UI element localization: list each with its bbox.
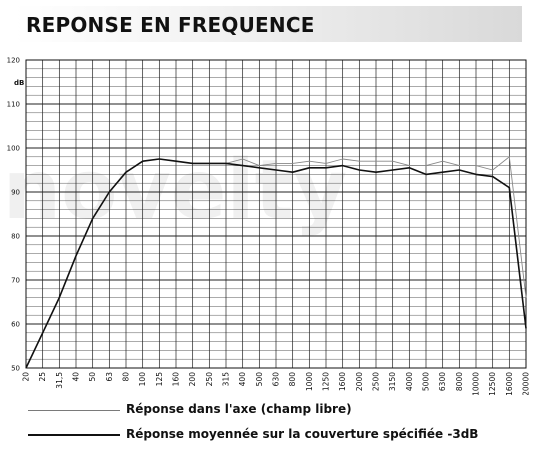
chart-series <box>25 156 527 369</box>
x-tick-label: 125 <box>155 372 164 387</box>
title-banner: REPONSE EN FREQUENCE <box>14 6 522 42</box>
legend-label: Réponse dans l'axe (champ libre) <box>126 402 352 416</box>
x-tick-label: 500 <box>255 372 264 387</box>
y-tick-label: 80 <box>11 233 20 241</box>
y-axis: 120 110 100 90 80 70 60 50 <box>7 57 20 373</box>
y-axis-label: dB <box>14 79 24 87</box>
y-tick-label: 110 <box>7 101 20 109</box>
x-tick-label: 200 <box>188 372 197 387</box>
legend-swatch-thin <box>28 410 120 411</box>
legend-item-average: Réponse moyennée sur la couverture spéci… <box>20 426 520 446</box>
x-tick-label: 2500 <box>372 372 381 391</box>
x-tick-label: 100 <box>138 372 147 387</box>
x-tick-label: 20000 <box>522 372 531 395</box>
y-tick-label: 50 <box>11 365 20 373</box>
x-tick-label: 1250 <box>322 372 331 391</box>
legend: Réponse dans l'axe (champ libre) Réponse… <box>0 395 536 450</box>
x-tick-label: 4000 <box>405 372 414 391</box>
x-tick-label: 63 <box>105 372 114 382</box>
x-tick-label: 80 <box>122 372 131 382</box>
series-line-average <box>25 158 527 369</box>
x-tick-label: 50 <box>88 372 97 382</box>
x-tick-label: 25 <box>38 372 47 382</box>
chart-title: REPONSE EN FREQUENCE <box>26 13 315 37</box>
x-tick-label: 800 <box>288 372 297 387</box>
y-tick-label: 120 <box>7 57 20 65</box>
plot-frame <box>25 59 527 369</box>
x-tick-label: 1000 <box>305 372 314 391</box>
x-tick-label: 400 <box>238 372 247 387</box>
legend-swatch-thick <box>28 434 120 436</box>
x-axis: 20 25 31,5 40 50 63 80 100 125 160 200 250 315 400 500… <box>22 372 531 395</box>
frequency-response-chart: novelty 120 110 100 90 80 70 60 50 20 25 31,5 40 50… <box>3 57 531 396</box>
y-tick-label: 100 <box>7 145 20 153</box>
x-tick-label: 5000 <box>422 372 431 391</box>
y-tick-label: 90 <box>11 189 20 197</box>
x-tick-label: 2000 <box>355 372 364 391</box>
watermark-text: novelty <box>3 143 348 238</box>
x-tick-label: 1600 <box>338 372 347 391</box>
x-tick-label: 31,5 <box>55 372 64 389</box>
x-tick-label: 3150 <box>388 372 397 391</box>
x-tick-label: 160 <box>172 372 181 387</box>
x-tick-label: 40 <box>72 372 81 382</box>
x-tick-label: 6300 <box>438 372 447 391</box>
x-tick-label: 16000 <box>505 372 514 395</box>
y-tick-label: 60 <box>11 321 20 329</box>
x-tick-label: 12500 <box>488 372 497 395</box>
x-tick-label: 315 <box>222 372 231 387</box>
legend-item-axis: Réponse dans l'axe (champ libre) <box>20 401 520 421</box>
y-tick-label: 70 <box>11 277 20 285</box>
x-tick-label: 630 <box>272 372 281 387</box>
x-tick-label: 8000 <box>455 372 464 391</box>
x-tick-label: 250 <box>205 372 214 387</box>
x-tick-label: 10000 <box>472 372 481 395</box>
x-tick-label: 20 <box>22 372 31 382</box>
legend-label: Réponse moyennée sur la couverture spéci… <box>126 427 479 441</box>
chart-grid <box>25 59 527 369</box>
